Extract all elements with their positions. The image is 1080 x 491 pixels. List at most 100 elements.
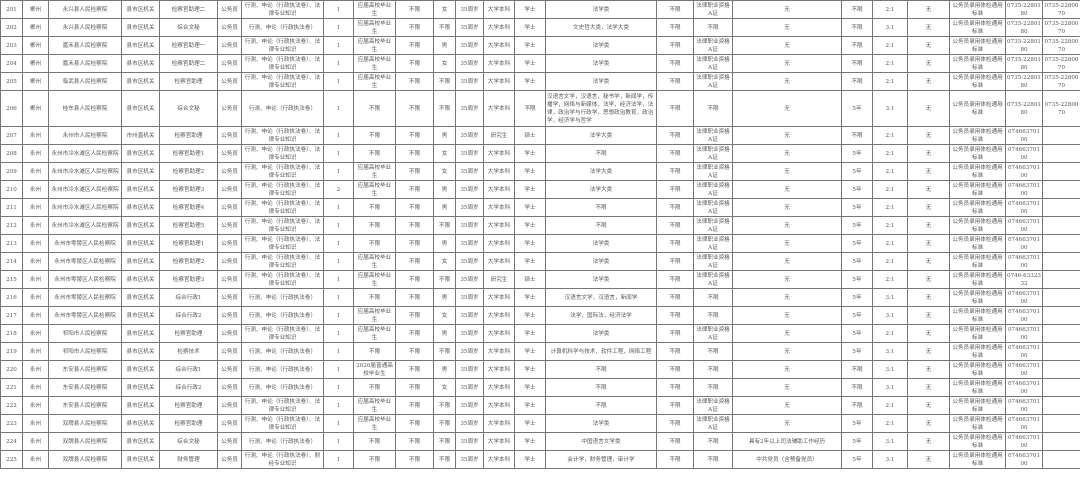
- agency-level-cell: 县市区机关: [121, 180, 160, 199]
- certificate-cell: 法律职业资格A证: [693, 180, 733, 199]
- phone-2-cell: [1042, 342, 1080, 361]
- age-limit-cell: 35周岁: [455, 252, 484, 271]
- degree-cell: 学士: [514, 198, 546, 217]
- gender-cell: 不限: [433, 432, 456, 451]
- phone-2-cell: [1042, 414, 1080, 433]
- position-name-cell: 检察官助理3: [159, 270, 218, 289]
- degree-cell: 学士: [514, 144, 546, 163]
- gender-cell: 不限: [433, 90, 456, 127]
- phone-2-cell: [1042, 270, 1080, 289]
- position-type-cell: 公务员: [217, 288, 242, 307]
- gender-cell: 不限: [433, 18, 456, 37]
- other-major-cell: 不限: [656, 432, 694, 451]
- major-cell: 不限: [545, 198, 657, 217]
- other-major-cell: 不限: [656, 252, 694, 271]
- applicant-source-cell: 应届高校毕业生: [353, 306, 396, 325]
- degree-cell: 学士: [514, 72, 546, 91]
- row-number-cell: 211: [0, 198, 23, 217]
- headcount-cell: 1: [323, 72, 354, 91]
- other-requirements-cell: 无: [732, 324, 842, 343]
- interview-ratio-cell: 3:1: [872, 450, 908, 469]
- major-cell: 不限: [545, 144, 657, 163]
- exam-subjects-cell: 行测、申论（行政执法卷）、法律专业知识: [241, 414, 324, 433]
- agency-level-cell: 县市区机关: [121, 324, 160, 343]
- work-years-cell: 5年: [841, 288, 873, 307]
- political-status-cell: 不限: [395, 90, 434, 127]
- position-type-cell: 公务员: [217, 324, 242, 343]
- position-name-cell: 检察官助理5: [159, 216, 218, 235]
- phone-1-cell: 07466370100: [1005, 342, 1043, 361]
- table-row: 219 永州 祁阳市人民检察院 县市区机关 检察技术 公务员 行测、申论（行政执法卷） 1 不限…: [0, 342, 1080, 361]
- degree-cell: 学士: [514, 432, 546, 451]
- city-cell: 永州: [22, 450, 49, 469]
- certificate-cell: 不限: [693, 360, 733, 379]
- position-name-cell: 检察官助理1: [159, 144, 218, 163]
- agency-level-cell: 县市区机关: [121, 342, 160, 361]
- phone-1-cell: 07466370100: [1005, 252, 1043, 271]
- certificate-cell: 法律职业资格A证: [693, 0, 733, 19]
- position-name-cell: 检察官助理: [159, 324, 218, 343]
- age-limit-cell: 35周岁: [455, 144, 484, 163]
- other-requirements-cell: 无: [732, 342, 842, 361]
- city-cell: 永州: [22, 324, 49, 343]
- major-cell: 法学类: [545, 72, 657, 91]
- skill-test-cell: 无: [907, 72, 950, 91]
- city-cell: 永州: [22, 144, 49, 163]
- physical-exam-standard-cell: 公务员录用体检通用标准: [949, 306, 1006, 325]
- other-major-cell: 不限: [656, 288, 694, 307]
- certificate-cell: 不限: [693, 432, 733, 451]
- city-cell: 郴州: [22, 0, 49, 19]
- gender-cell: 女: [433, 162, 456, 181]
- certificate-cell: 法律职业资格A证: [693, 414, 733, 433]
- major-cell: 法学类: [545, 252, 657, 271]
- certificate-cell: 不限: [693, 90, 733, 127]
- city-cell: 永州: [22, 288, 49, 307]
- physical-exam-standard-cell: 公务员录用体检通用标准: [949, 414, 1006, 433]
- phone-1-cell: 07466370100: [1005, 198, 1043, 217]
- skill-test-cell: 无: [907, 252, 950, 271]
- political-status-cell: 不限: [395, 396, 434, 415]
- position-type-cell: 公务员: [217, 432, 242, 451]
- agency-level-cell: 县市区机关: [121, 216, 160, 235]
- other-requirements-cell: 无: [732, 72, 842, 91]
- major-cell: 汉语言文学，汉语言，新闻学: [545, 288, 657, 307]
- age-limit-cell: 35周岁: [455, 198, 484, 217]
- degree-cell: 学士: [514, 234, 546, 253]
- position-type-cell: 公务员: [217, 144, 242, 163]
- education-cell: 大学本科: [483, 198, 515, 217]
- gender-cell: 女: [433, 306, 456, 325]
- phone-1-cell: 07466370100: [1005, 306, 1043, 325]
- work-years-cell: 5年: [841, 198, 873, 217]
- row-number-cell: 205: [0, 72, 23, 91]
- exam-subjects-cell: 行测、申论（行政执法卷）: [241, 432, 324, 451]
- work-years-cell: 5年: [841, 234, 873, 253]
- skill-test-cell: 无: [907, 162, 950, 181]
- applicant-source-cell: 不限: [353, 450, 396, 469]
- age-limit-cell: 35周岁: [455, 378, 484, 397]
- interview-ratio-cell: 2:1: [872, 414, 908, 433]
- row-number-cell: 202: [0, 18, 23, 37]
- headcount-cell: 1: [323, 270, 354, 289]
- city-cell: 永州: [22, 180, 49, 199]
- headcount-cell: 1: [323, 90, 354, 127]
- employer-cell: 永州市零陵区人民检察院: [48, 306, 122, 325]
- applicant-source-cell: 应届高校毕业生: [353, 18, 396, 37]
- skill-test-cell: 无: [907, 270, 950, 289]
- other-requirements-cell: 无: [732, 144, 842, 163]
- position-type-cell: 公务员: [217, 414, 242, 433]
- row-number-cell: 203: [0, 36, 23, 55]
- certificate-cell: 不限: [693, 18, 733, 37]
- employer-cell: 双牌县人民检察院: [48, 432, 122, 451]
- skill-test-cell: 无: [907, 18, 950, 37]
- table-row: 207 永州 永州市人民检察院 市州直机关 检察官助理 公务员 行测、申论（行政执法卷）、法…: [0, 126, 1080, 145]
- city-cell: 永州: [22, 414, 49, 433]
- row-number-cell: 206: [0, 90, 23, 127]
- gender-cell: 男: [433, 288, 456, 307]
- political-status-cell: 不限: [395, 306, 434, 325]
- position-name-cell: 检察官助理: [159, 126, 218, 145]
- exam-subjects-cell: 行测、申论（行政执法卷）: [241, 306, 324, 325]
- headcount-cell: 1: [323, 216, 354, 235]
- education-cell: 大学本科: [483, 144, 515, 163]
- exam-subjects-cell: 行测、申论（行政执法卷）、法律专业知识: [241, 252, 324, 271]
- work-years-cell: 不限: [841, 36, 873, 55]
